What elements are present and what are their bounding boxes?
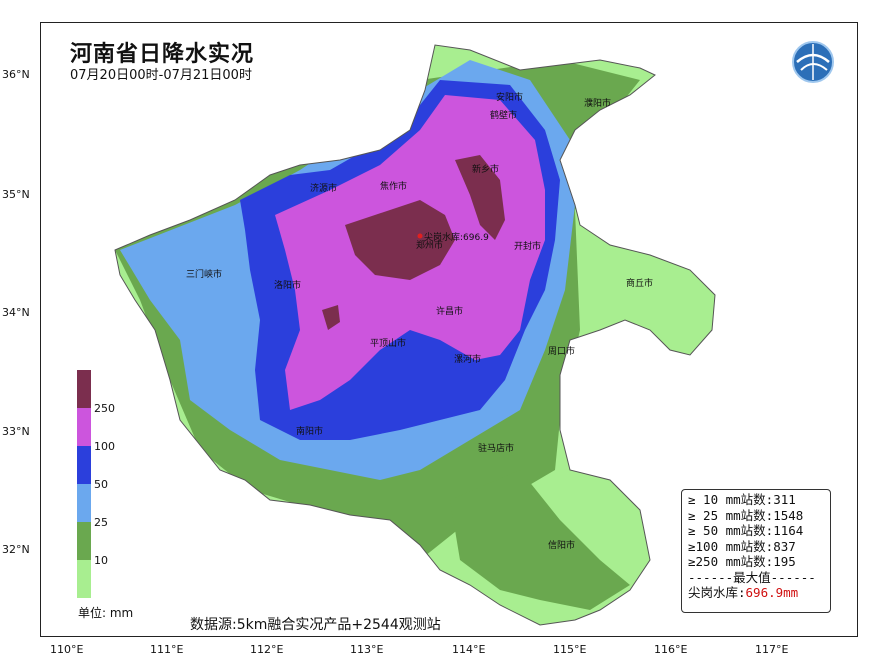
- data-source: 数据源:5km融合实况产品+2544观测站: [190, 617, 441, 633]
- lon-label-114: 114°E: [452, 643, 486, 656]
- city-label: 新乡市: [472, 163, 499, 175]
- lon-label-110: 110°E: [50, 643, 84, 656]
- legend-swatch-0: [77, 560, 91, 598]
- city-label: 焦作市: [380, 180, 407, 192]
- city-label: 平顶山市: [370, 337, 406, 349]
- legend-swatch-10: [77, 522, 91, 560]
- stats-max-row: 尖岗水库:696.9mm: [688, 585, 824, 601]
- lon-label-115: 115°E: [553, 643, 587, 656]
- legend-label-10: 10: [94, 554, 108, 567]
- weather-agency-logo-icon: [792, 41, 834, 83]
- city-label: 开封市: [514, 240, 541, 252]
- max-label: 尖岗水库:: [688, 585, 746, 600]
- legend-swatch-25: [77, 484, 91, 522]
- lon-label-117: 117°E: [755, 643, 789, 656]
- lon-label-116: 116°E: [654, 643, 688, 656]
- lon-label-111: 111°E: [150, 643, 184, 656]
- reservoir-marker: [417, 233, 423, 239]
- reservoir-label: 尖岗水库:696.9: [424, 231, 489, 243]
- city-label: 驻马店市: [478, 442, 514, 454]
- henan-border: [114, 44, 716, 626]
- city-label: 济源市: [310, 182, 337, 194]
- legend-label-50: 50: [94, 478, 108, 491]
- map-subtitle: 07月20日00时-07月21日00时: [70, 68, 252, 83]
- lat-label-35: 35°N: [2, 188, 30, 201]
- city-label: 鹤壁市: [490, 109, 517, 121]
- city-label: 信阳市: [548, 539, 575, 551]
- legend-colorbar: [77, 370, 91, 598]
- legend-label-250: 250: [94, 402, 115, 415]
- station-stats-box: ≥ 10 mm站数:311 ≥ 25 mm站数:1548 ≥ 50 mm站数:1…: [681, 489, 831, 613]
- lat-label-36: 36°N: [2, 68, 30, 81]
- city-label: 商丘市: [626, 277, 653, 289]
- stats-row: ≥100 mm站数:837: [688, 538, 796, 554]
- lon-label-112: 112°E: [250, 643, 284, 656]
- legend-swatch-250: [77, 370, 91, 408]
- city-label: 许昌市: [436, 305, 463, 317]
- lat-label-33: 33°N: [2, 425, 30, 438]
- stats-header: ------最大值------: [688, 569, 816, 585]
- legend-swatch-100: [77, 408, 91, 446]
- stats-row: ≥ 50 mm站数:1164: [688, 523, 804, 538]
- rain-level-10-south: [450, 470, 630, 610]
- city-label: 漯河市: [454, 353, 481, 365]
- legend-label-25: 25: [94, 516, 108, 529]
- lon-label-113: 113°E: [350, 643, 384, 656]
- rain-level-250-north: [455, 155, 505, 240]
- city-label: 郑州市: [416, 239, 443, 251]
- stats-row: ≥ 10 mm站数:311: [688, 492, 796, 507]
- max-value: 696.9mm: [745, 585, 799, 600]
- city-labels: 安阳市 鹤壁市 濮阳市 新乡市 济源市 焦作市 郑州市 开封市 三门峡市 洛阳市…: [186, 91, 653, 551]
- city-label: 周口市: [548, 345, 575, 357]
- stats-row: ≥250 mm站数:195: [688, 554, 796, 569]
- legend-label-100: 100: [94, 440, 115, 453]
- map-title: 河南省日降水实况: [70, 42, 255, 67]
- rain-level-250-spot: [322, 305, 340, 330]
- city-label: 南阳市: [296, 425, 323, 437]
- legend-swatch-50: [77, 446, 91, 484]
- rain-level-250: [345, 200, 455, 280]
- stats-row: ≥ 25 mm站数:1548: [688, 507, 804, 523]
- city-label: 三门峡市: [186, 268, 222, 280]
- city-label: 洛阳市: [274, 279, 301, 291]
- city-label: 安阳市: [496, 91, 523, 103]
- city-label: 濮阳市: [584, 97, 611, 109]
- lat-label-32: 32°N: [2, 543, 30, 556]
- legend-unit: 单位: mm: [78, 606, 134, 620]
- lat-label-34: 34°N: [2, 306, 30, 319]
